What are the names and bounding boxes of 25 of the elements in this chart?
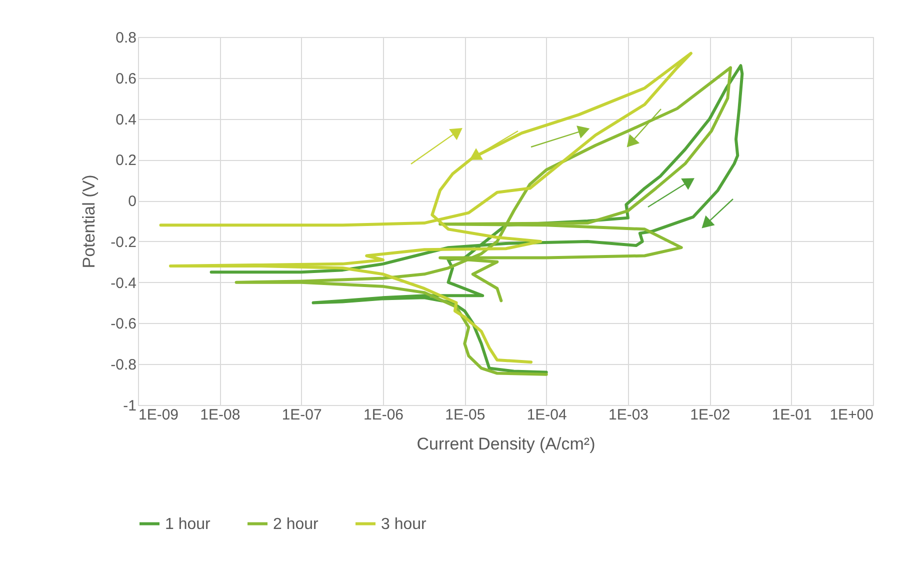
y-tick-label: -0.4 [110,274,136,292]
y-tick-label: -0.2 [110,234,136,251]
y-tick-label: -0.6 [110,316,136,333]
y-tick-label: 0 [128,193,136,210]
x-tick-label: 1E-03 [608,406,649,424]
x-tick-label: 1E-07 [282,406,322,424]
x-tick-label: 1E-06 [363,406,404,424]
x-tick-label: 1E+00 [830,406,874,424]
x-tick-label: 1E-05 [445,406,486,424]
x-axis-title: Current Density (A/cm²) [416,434,596,454]
y-tick-label: 0.6 [116,70,136,88]
x-tick-label: 1E-08 [200,406,240,424]
y-axis-title: Potential (V) [80,174,99,268]
x-tick-label: 1E-09 [138,406,179,424]
x-tick-label: 1E-01 [772,406,812,424]
y-tick-label: -1 [123,398,136,414]
y-tick-label: -0.8 [110,356,136,374]
y-tick-label: 0.8 [116,30,136,46]
legend-label: 3 hour [381,516,428,533]
legend-label: 1 hour [165,516,212,533]
y-tick-label: 0.4 [116,111,136,128]
x-tick-label: 1E-02 [690,406,730,424]
legend-label: 2 hour [273,516,320,533]
x-tick-label: 1E-04 [526,406,567,424]
y-tick-label: 0.2 [116,152,136,170]
